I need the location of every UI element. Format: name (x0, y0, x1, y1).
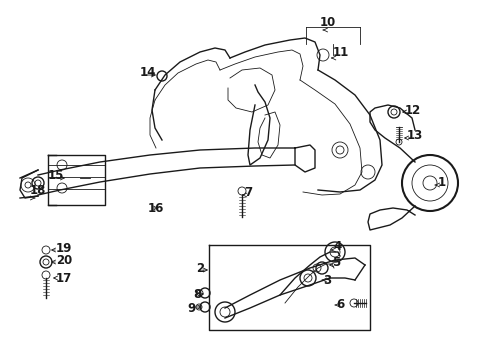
Text: 6: 6 (335, 298, 344, 311)
Text: 9: 9 (186, 302, 195, 315)
Text: 5: 5 (331, 256, 340, 270)
Text: 11: 11 (332, 45, 348, 59)
Text: 4: 4 (332, 240, 341, 253)
Text: 8: 8 (193, 288, 201, 301)
Text: 17: 17 (56, 271, 72, 284)
Text: 1: 1 (437, 176, 445, 189)
Text: 10: 10 (319, 15, 336, 28)
Text: 13: 13 (406, 129, 423, 141)
Text: 2: 2 (196, 261, 203, 275)
Text: 7: 7 (244, 185, 252, 198)
Circle shape (215, 302, 235, 322)
Text: 19: 19 (56, 242, 72, 255)
Text: 14: 14 (140, 66, 156, 78)
Text: 12: 12 (404, 104, 420, 117)
Text: 3: 3 (323, 274, 330, 287)
Text: 15: 15 (48, 168, 64, 181)
Text: 16: 16 (148, 202, 164, 215)
Text: 18: 18 (30, 184, 46, 197)
Text: 20: 20 (56, 253, 72, 266)
